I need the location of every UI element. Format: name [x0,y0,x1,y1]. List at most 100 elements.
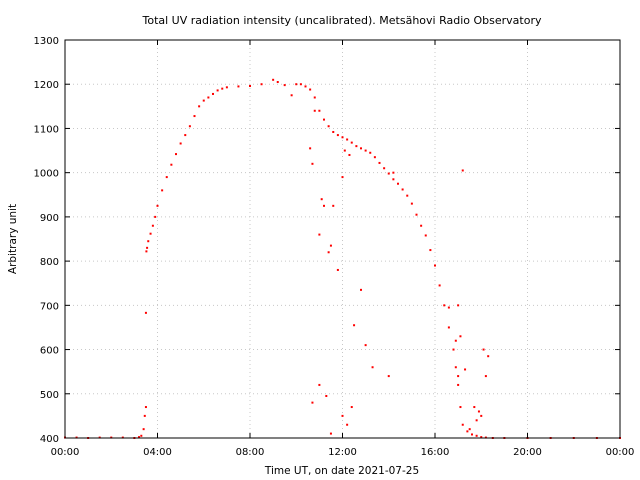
data-points [64,78,621,439]
data-point [475,419,478,422]
data-point [360,147,362,150]
data-point [272,78,275,81]
x-tick-label: 16:00 [421,447,450,458]
x-axis-label: Time UT, on date 2021-07-25 [264,465,419,477]
data-point [346,138,349,141]
y-tick-label: 1200 [34,80,59,91]
data-point [151,224,154,227]
data-point [318,109,321,112]
data-point [459,406,462,409]
data-point [318,383,321,386]
data-point [457,383,460,386]
data-point [336,134,339,137]
data-point [341,176,344,179]
data-point [457,375,460,378]
data-point [480,436,483,439]
data-point [304,85,307,88]
data-point [237,85,240,88]
data-point [480,414,483,417]
y-tick-label: 900 [40,213,59,224]
data-point [341,414,344,417]
data-point [313,109,316,112]
y-tick-labels: 400 500 600 700 800 900 1000 1100 1200 1300 [34,36,59,445]
data-point [327,125,330,128]
x-tick-label: 00:00 [606,447,635,458]
data-point [397,182,399,185]
data-point [373,156,376,159]
data-point [461,169,464,172]
axis-ticks [64,39,621,439]
data-point [207,96,210,99]
data-point [290,94,293,97]
data-point [179,142,182,145]
data-point [193,115,196,118]
data-point [392,178,395,181]
data-point [447,306,450,309]
data-point [170,163,173,166]
data-point [336,268,339,271]
data-point [443,304,446,307]
data-point [420,224,423,227]
data-point [364,344,367,347]
data-point [249,84,251,87]
data-point [175,153,177,156]
data-point [323,118,325,121]
x-tick-label: 04:00 [143,447,172,458]
data-point [221,87,224,90]
data-point [392,171,395,174]
data-point [212,92,214,95]
data-point [147,240,150,243]
y-tick-label: 800 [40,257,59,268]
y-axis-label: Arbitrary unit [7,204,19,274]
x-tick-label: 20:00 [513,447,542,458]
data-point [447,326,450,329]
data-point [327,251,330,254]
data-point [165,176,168,179]
data-point [154,215,157,218]
data-point [184,134,187,137]
data-point [311,401,314,404]
data-point [346,423,349,426]
data-point [477,410,480,413]
data-point [276,81,279,84]
data-point [332,130,335,133]
data-point [299,83,302,86]
x-tick-label: 00:00 [51,447,80,458]
data-point [464,368,467,371]
data-point [484,375,487,378]
data-point [452,348,455,351]
data-point [429,249,432,252]
data-point [378,161,381,164]
data-point [459,335,462,338]
data-point [466,430,469,433]
data-point [482,348,485,351]
data-point [325,394,328,397]
data-point [350,141,353,144]
data-point [350,406,353,409]
data-point [353,324,356,327]
data-point [415,213,418,216]
grid-lines [65,40,620,438]
data-point [332,204,335,207]
data-point [313,96,316,99]
data-point [487,355,490,358]
data-point [369,151,372,154]
data-point [323,204,325,207]
data-point [355,145,358,148]
data-point [434,264,436,267]
data-point [454,339,457,342]
data-point [401,188,404,191]
x-tick-labels: 00:00 04:00 08:00 12:00 16:00 20:00 00:00 [51,447,635,458]
data-point [406,194,409,197]
data-point [143,414,146,417]
data-point [329,244,332,247]
data-point [438,284,441,287]
y-tick-label: 1000 [34,169,59,180]
y-tick-label: 600 [40,346,59,357]
y-tick-label: 1300 [34,36,59,47]
data-point [387,172,390,175]
data-point [138,436,140,439]
data-point [295,83,298,86]
data-point [145,250,148,253]
